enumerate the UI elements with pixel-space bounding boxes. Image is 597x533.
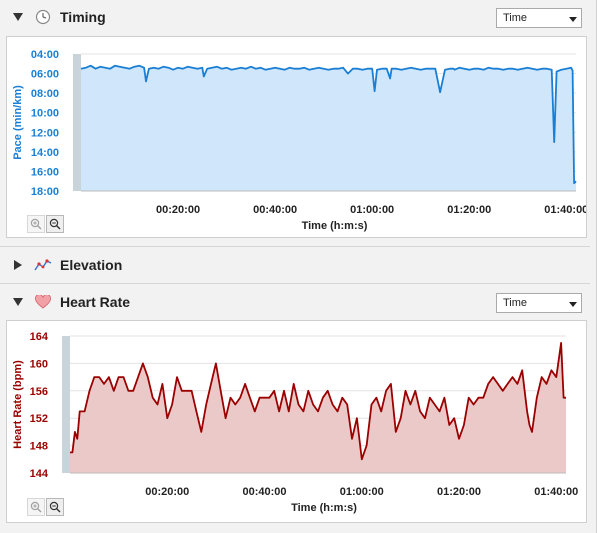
collapse-toggle-icon[interactable] <box>12 296 24 308</box>
elevation-title: Elevation <box>60 257 123 273</box>
zoom-out-icon[interactable] <box>46 215 64 233</box>
zoom-in-icon[interactable] <box>27 215 45 233</box>
x-tick-label: 01:20:00 <box>447 204 491 216</box>
y-tick-label: 12:00 <box>31 127 59 139</box>
x-tick-label: 01:40:00 <box>544 204 586 216</box>
series-area <box>70 342 566 473</box>
y-tick-label: 156 <box>30 386 48 398</box>
zoom-out-icon[interactable] <box>46 498 64 516</box>
series-area <box>81 65 576 191</box>
x-tick-label: 00:40:00 <box>253 204 297 216</box>
x-axis-label: Time (h:m:s) <box>291 502 357 514</box>
axis-strip <box>62 336 70 473</box>
elevation-section-header[interactable]: Elevation <box>0 248 590 282</box>
heart-rate-chart[interactable]: 164 160 156 152 148 144 00:20:00 00:40:00 01:00:… <box>7 321 586 522</box>
series-line <box>70 342 566 461</box>
timing-chart[interactable]: 04:00 06:00 08:00 10:00 12:00 14:00 16:00 18:00… <box>7 37 588 237</box>
y-tick-label: 06:00 <box>31 69 59 81</box>
series-line <box>80 64 577 185</box>
heart-icon <box>34 293 52 311</box>
y-tick-label: 16:00 <box>31 166 59 178</box>
section-divider <box>0 246 590 247</box>
y-tick-label: 144 <box>30 468 49 480</box>
timing-x-axis-select[interactable]: Time <box>496 8 582 28</box>
section-divider <box>0 283 590 284</box>
timing-zoom-controls <box>27 215 64 233</box>
x-tick-label: 01:00:00 <box>350 204 394 216</box>
timing-select-value: Time <box>503 12 528 24</box>
heart-rate-zoom-controls <box>27 498 64 516</box>
timing-title: Timing <box>60 9 106 25</box>
expand-toggle-icon[interactable] <box>12 259 24 271</box>
y-tick-label: 148 <box>30 441 48 453</box>
y-tick-label: 152 <box>30 413 48 425</box>
x-tick-label: 01:20:00 <box>437 486 481 498</box>
x-tick-label: 00:40:00 <box>242 486 286 498</box>
x-axis-label: Time (h:m:s) <box>302 220 368 232</box>
heart-rate-select-value: Time <box>503 297 528 309</box>
heart-rate-title: Heart Rate <box>60 294 131 310</box>
y-tick-label: 14:00 <box>31 147 59 159</box>
timing-section-header[interactable]: Timing Time <box>0 0 590 34</box>
x-tick-label: 00:20:00 <box>145 486 189 498</box>
heart-rate-section-header[interactable]: Heart Rate Time <box>0 285 590 319</box>
y-tick-label: 10:00 <box>31 108 59 120</box>
y-tick-label: 164 <box>30 331 49 343</box>
x-tick-label: 01:40:00 <box>534 486 578 498</box>
zoom-in-icon[interactable] <box>27 498 45 516</box>
timing-chart-panel: 04:00 06:00 08:00 10:00 12:00 14:00 16:00 18:00… <box>6 36 588 238</box>
collapse-toggle-icon[interactable] <box>12 11 24 23</box>
x-tick-label: 00:20:00 <box>156 204 200 216</box>
y-tick-label: 160 <box>30 358 48 370</box>
heart-rate-chart-panel: 164 160 156 152 148 144 00:20:00 00:40:00 01:00:… <box>6 320 587 523</box>
y-axis-label: Heart Rate (bpm) <box>12 360 24 449</box>
clock-icon <box>34 8 52 26</box>
y-axis-label: Pace (min/km) <box>12 85 24 160</box>
heart-rate-x-axis-select[interactable]: Time <box>496 293 582 313</box>
y-tick-label: 04:00 <box>31 49 59 61</box>
axis-strip <box>73 54 81 191</box>
elevation-chart-icon <box>34 256 52 274</box>
chevron-down-icon <box>569 299 577 311</box>
y-tick-label: 08:00 <box>31 88 59 100</box>
x-tick-label: 01:00:00 <box>340 486 384 498</box>
chevron-down-icon <box>569 14 577 26</box>
y-tick-label: 18:00 <box>31 186 59 198</box>
